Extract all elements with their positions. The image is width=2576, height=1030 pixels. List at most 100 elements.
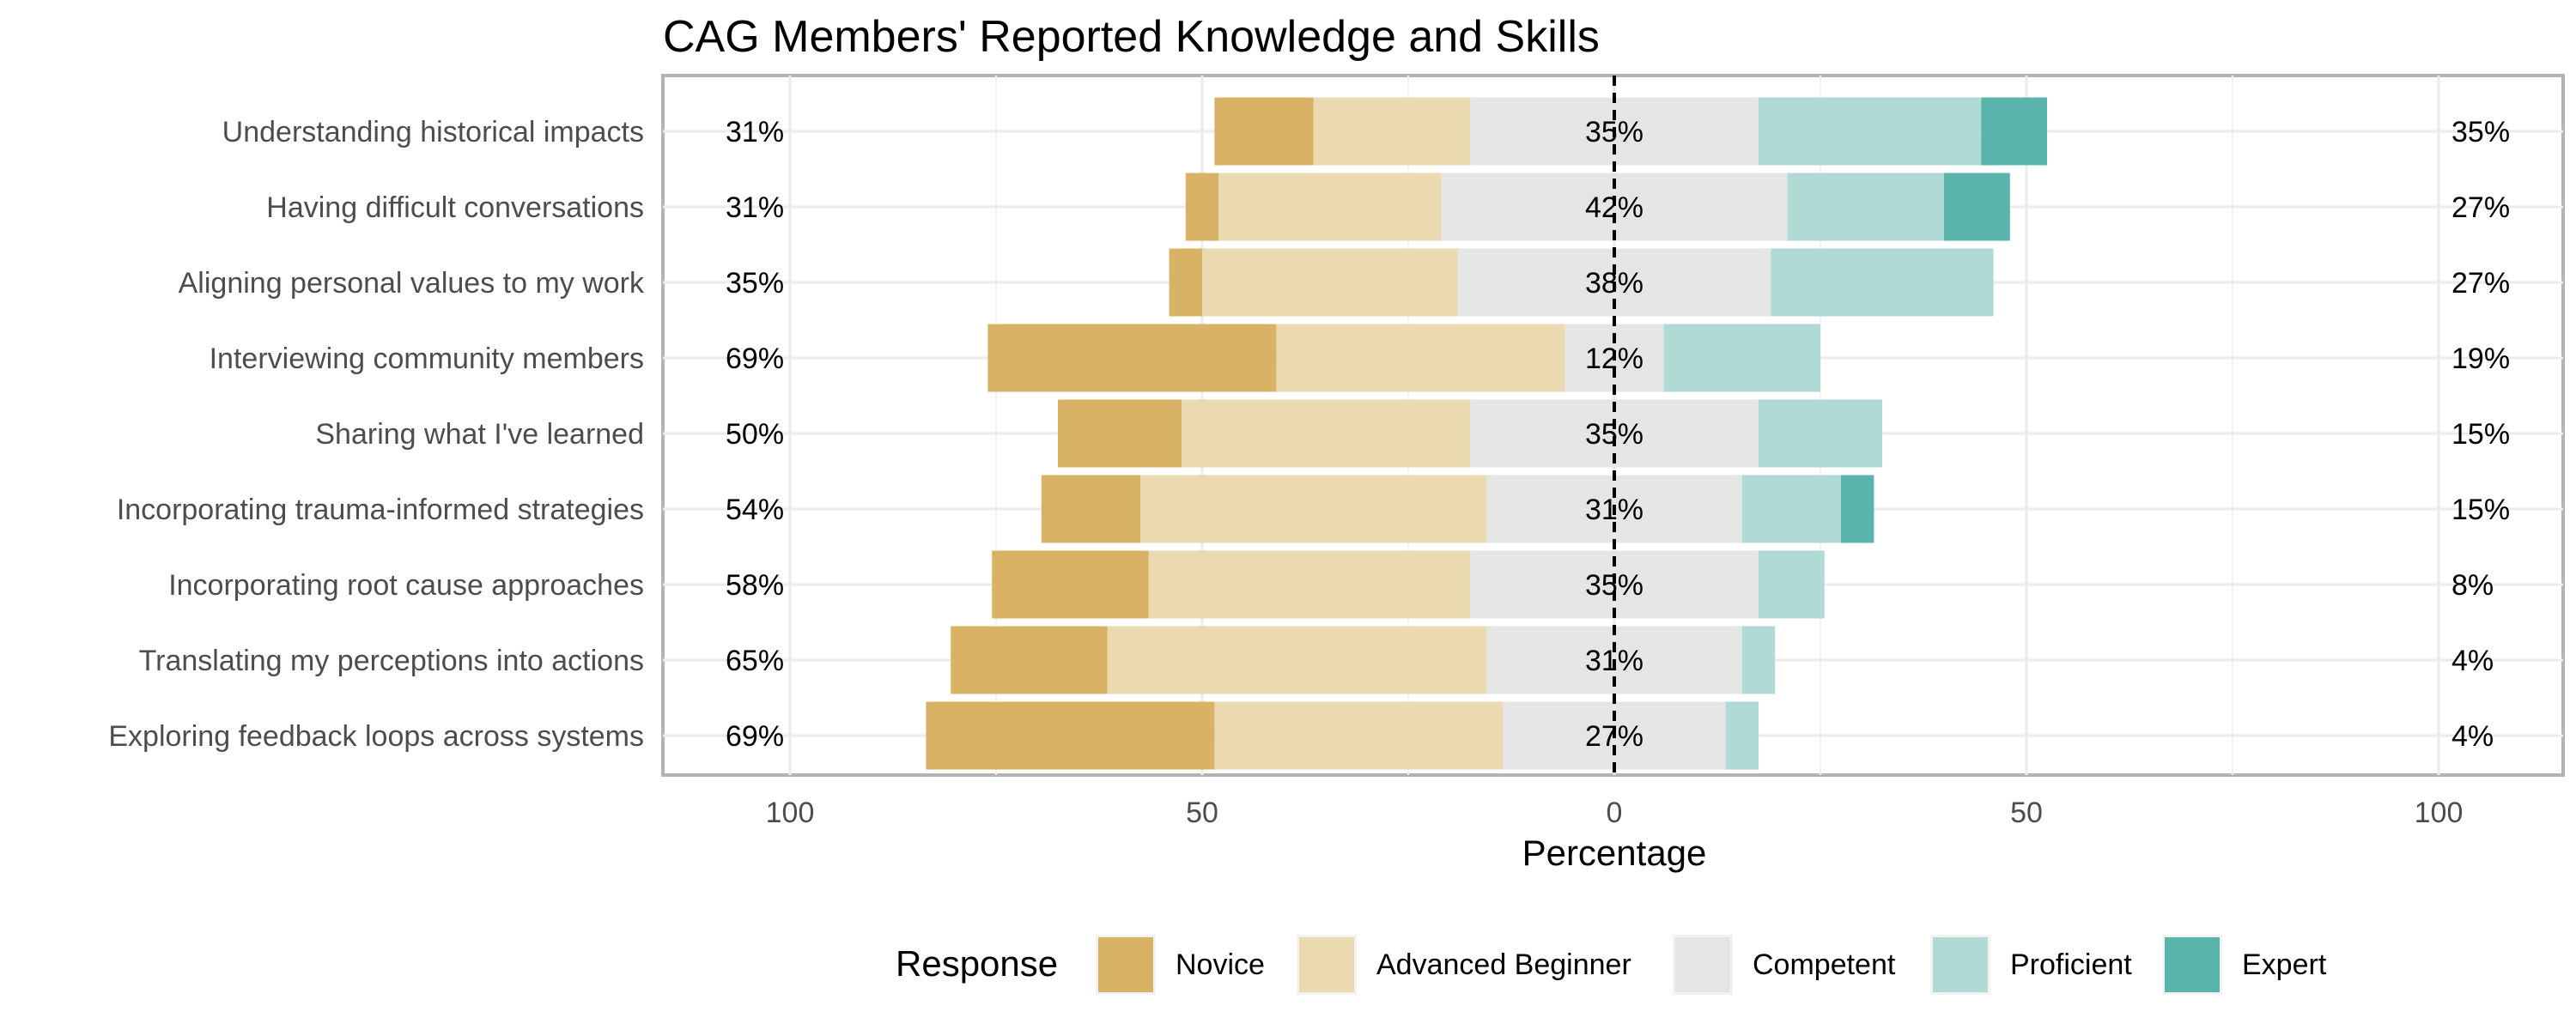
bar-competent bbox=[1614, 399, 1759, 468]
bar-advanced-beginner bbox=[1214, 701, 1504, 770]
bar-competent bbox=[1470, 399, 1614, 468]
bar-competent bbox=[1614, 324, 1664, 392]
bar-competent bbox=[1486, 475, 1614, 543]
x-tick-label: 100 bbox=[766, 797, 815, 829]
legend-label: Expert bbox=[2242, 948, 2327, 981]
bar-proficient bbox=[1663, 324, 1820, 392]
bar-proficient bbox=[1771, 248, 1994, 317]
bar-expert bbox=[1944, 173, 2010, 241]
center-percent-label: 31% bbox=[1585, 645, 1643, 677]
category-label: Having difficult conversations bbox=[266, 191, 644, 224]
bar-expert bbox=[1981, 97, 2047, 166]
legend-key-competent bbox=[1675, 937, 1730, 992]
bar-competent bbox=[1470, 97, 1614, 166]
left-percent-label: 54% bbox=[726, 494, 784, 526]
bar-competent bbox=[1614, 173, 1788, 241]
category-label: Incorporating root cause approaches bbox=[168, 569, 644, 602]
left-percent-label: 65% bbox=[726, 645, 784, 677]
bar-proficient bbox=[1759, 97, 1982, 166]
legend-key-expert bbox=[2165, 937, 2220, 992]
right-percent-label: 19% bbox=[2451, 342, 2510, 375]
x-tick-label: 50 bbox=[1186, 797, 1218, 829]
bar-proficient bbox=[1725, 701, 1759, 770]
right-percent-label: 27% bbox=[2451, 191, 2510, 224]
bar-advanced-beginner bbox=[1107, 626, 1487, 694]
bar-competent bbox=[1614, 626, 1742, 694]
bar-proficient bbox=[1741, 626, 1776, 694]
center-percent-label: 35% bbox=[1585, 569, 1643, 602]
bar-expert bbox=[1841, 475, 1874, 543]
bar-competent bbox=[1441, 173, 1614, 241]
x-axis-ticks: 100 50 0 50 100 bbox=[766, 797, 2464, 829]
legend-key-novice bbox=[1098, 937, 1153, 992]
bar-proficient bbox=[1741, 475, 1841, 543]
right-percent-label: 15% bbox=[2451, 418, 2510, 451]
percent-labels: 31% 35% 35% 31% 42% 27% 35% 38% 27% 69% 12% 19% 50% 3… bbox=[726, 116, 2510, 753]
legend-key-proficient bbox=[1933, 937, 1988, 992]
center-percent-label: 42% bbox=[1585, 191, 1643, 224]
bar-competent bbox=[1614, 97, 1759, 166]
left-percent-label: 69% bbox=[726, 342, 784, 375]
left-percent-label: 31% bbox=[726, 116, 784, 148]
bar-competent bbox=[1486, 626, 1614, 694]
right-percent-label: 4% bbox=[2451, 645, 2494, 677]
bar-competent bbox=[1614, 550, 1759, 619]
right-percent-label: 15% bbox=[2451, 494, 2510, 526]
right-percent-label: 8% bbox=[2451, 569, 2494, 602]
bar-competent bbox=[1614, 248, 1771, 317]
bar-novice bbox=[926, 701, 1215, 770]
bar-novice bbox=[951, 626, 1108, 694]
bar-competent bbox=[1470, 550, 1614, 619]
bar-novice bbox=[1041, 475, 1140, 543]
center-percent-label: 35% bbox=[1585, 418, 1643, 451]
bar-novice bbox=[1169, 248, 1202, 317]
left-percent-label: 58% bbox=[726, 569, 784, 602]
x-tick-label: 50 bbox=[2010, 797, 2043, 829]
bar-competent bbox=[1503, 701, 1614, 770]
center-percent-label: 35% bbox=[1585, 116, 1643, 148]
x-tick-label: 0 bbox=[1607, 797, 1623, 829]
x-tick-label: 100 bbox=[2415, 797, 2464, 829]
bar-advanced-beginner bbox=[1276, 324, 1565, 392]
bar-novice bbox=[1185, 173, 1219, 241]
bar-advanced-beginner bbox=[1218, 173, 1442, 241]
bar-competent bbox=[1457, 248, 1614, 317]
legend: Response Novice Advanced Beginner Competent… bbox=[896, 935, 2327, 995]
legend-title: Response bbox=[896, 943, 1058, 984]
bar-novice bbox=[987, 324, 1277, 392]
bar-advanced-beginner bbox=[1182, 399, 1470, 468]
category-label: Exploring feedback loops across systems bbox=[108, 720, 644, 753]
category-label: Incorporating trauma-informed strategies bbox=[117, 494, 644, 526]
legend-label: Competent bbox=[1753, 948, 1896, 981]
left-percent-label: 35% bbox=[726, 267, 784, 300]
bar-competent bbox=[1564, 324, 1614, 392]
bar-advanced-beginner bbox=[1140, 475, 1487, 543]
x-axis-title: Percentage bbox=[1522, 833, 1707, 873]
center-percent-label: 31% bbox=[1585, 494, 1643, 526]
right-percent-label: 35% bbox=[2451, 116, 2510, 148]
legend-label: Novice bbox=[1176, 948, 1265, 981]
center-percent-label: 12% bbox=[1585, 342, 1643, 375]
bar-advanced-beginner bbox=[1313, 97, 1470, 166]
legend-label: Proficient bbox=[2010, 948, 2132, 981]
bars bbox=[926, 97, 2047, 770]
bar-competent bbox=[1614, 701, 1726, 770]
bar-proficient bbox=[1759, 550, 1825, 619]
bar-novice bbox=[1058, 399, 1182, 468]
bar-novice bbox=[992, 550, 1149, 619]
bar-advanced-beginner bbox=[1148, 550, 1470, 619]
bar-proficient bbox=[1759, 399, 1882, 468]
left-percent-label: 31% bbox=[726, 191, 784, 224]
bar-novice bbox=[1214, 97, 1314, 166]
left-percent-label: 50% bbox=[726, 418, 784, 451]
bar-competent bbox=[1614, 475, 1742, 543]
category-label: Aligning personal values to my work bbox=[179, 267, 645, 300]
category-label: Sharing what I've learned bbox=[315, 418, 644, 451]
legend-label: Advanced Beginner bbox=[1376, 948, 1631, 981]
category-label: Translating my perceptions into actions bbox=[139, 645, 644, 677]
left-percent-label: 69% bbox=[726, 720, 784, 753]
bar-proficient bbox=[1787, 173, 1944, 241]
category-label: Interviewing community members bbox=[210, 342, 644, 375]
center-percent-label: 27% bbox=[1585, 720, 1643, 753]
